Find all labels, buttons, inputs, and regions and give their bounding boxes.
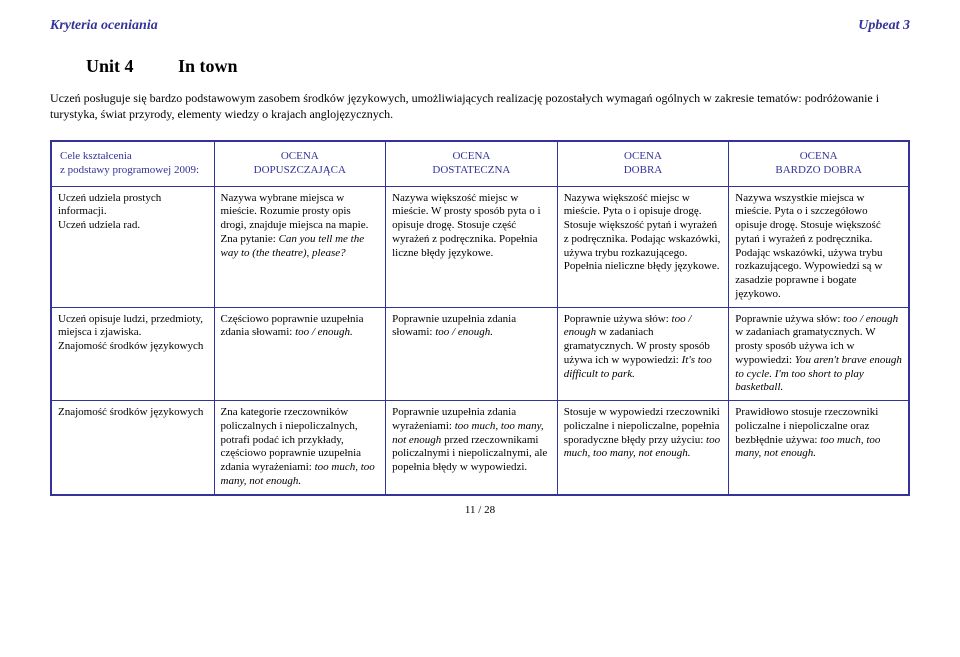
cell-goal: Uczeń opisuje ludzi, przedmioty, miejsca… (51, 307, 214, 401)
criteria-table: Cele kształcenia z podstawy programowej … (50, 140, 910, 496)
col-header-line2: DOBRA (624, 164, 663, 176)
cell-dostateczna: Poprawnie uzupełnia zdania wyrażeniami: … (386, 401, 558, 495)
unit-title: Unit 4 In town (86, 56, 910, 77)
col-header-line2: DOPUSZCZAJĄCA (254, 164, 346, 176)
cell-italic: too / enough (843, 313, 898, 325)
cell-text: Poprawnie używa słów: (564, 313, 672, 325)
cell-dopuszczajaca: Zna kategorie rzeczowników policzalnych … (214, 401, 386, 495)
cell-dostateczna: Poprawnie uzupełnia zdania słowami: too … (386, 307, 558, 401)
col-header-line2: DOSTATECZNA (432, 164, 510, 176)
cell-dopuszczajaca: Częściowo poprawnie uzupełnia zdania sło… (214, 307, 386, 401)
col-header-line1: Cele kształcenia (60, 150, 132, 162)
page-number: 11 / 28 (50, 504, 910, 516)
cell-text: Poprawnie używa słów: (735, 313, 843, 325)
table-row: Znajomość środków językowych Zna kategor… (51, 401, 909, 495)
cell-dobra: Poprawnie używa słów: too / enough w zad… (557, 307, 729, 401)
cell-bardzo-dobra: Nazywa wszystkie miejsca w mieście. Pyta… (729, 186, 909, 307)
page: Kryteria oceniania Upbeat 3 Unit 4 In to… (0, 0, 960, 526)
header-left: Kryteria oceniania (50, 18, 158, 34)
header-right: Upbeat 3 (858, 18, 910, 34)
col-header-line2: z podstawy programowej 2009: (60, 164, 199, 176)
col-header-dopuszczajaca: OCENA DOPUSZCZAJĄCA (214, 141, 386, 186)
col-header-line1: OCENA (624, 150, 662, 162)
cell-dostateczna: Nazywa większość miejsc w mieście. W pro… (386, 186, 558, 307)
cell-italic: too / enough. (295, 326, 353, 338)
cell-goal: Znajomość środków językowych (51, 401, 214, 495)
intro-text: Uczeń posługuje się bardzo podstawowym z… (50, 91, 910, 122)
cell-bardzo-dobra: Poprawnie używa słów: too / enough w zad… (729, 307, 909, 401)
cell-italic: too / enough. (435, 326, 493, 338)
cell-dobra: Nazywa większość miejsc w mieście. Pyta … (557, 186, 729, 307)
col-header-line1: OCENA (452, 150, 490, 162)
table-row: Uczeń udziela prostych informacji.Uczeń … (51, 186, 909, 307)
col-header-goals: Cele kształcenia z podstawy programowej … (51, 141, 214, 186)
col-header-bardzo-dobra: OCENA BARDZO DOBRA (729, 141, 909, 186)
col-header-dostateczna: OCENA DOSTATECZNA (386, 141, 558, 186)
cell-dobra: Stosuje w wypowiedzi rzeczowniki policza… (557, 401, 729, 495)
col-header-line2: BARDZO DOBRA (775, 164, 861, 176)
table-row: Uczeń opisuje ludzi, przedmioty, miejsca… (51, 307, 909, 401)
cell-bardzo-dobra: Prawidłowo stosuje rzeczowniki policzaln… (729, 401, 909, 495)
col-header-line1: OCENA (800, 150, 838, 162)
cell-text: Stosuje w wypowiedzi rzeczowniki policza… (564, 406, 720, 446)
cell-dopuszczajaca: Nazywa wybrane miejsca w mieście. Rozumi… (214, 186, 386, 307)
cell-goal: Uczeń udziela prostych informacji.Uczeń … (51, 186, 214, 307)
col-header-line1: OCENA (281, 150, 319, 162)
col-header-dobra: OCENA DOBRA (557, 141, 729, 186)
table-header-row: Cele kształcenia z podstawy programowej … (51, 141, 909, 186)
page-header: Kryteria oceniania Upbeat 3 (50, 18, 910, 34)
unit-number: Unit 4 (86, 56, 134, 76)
unit-name: In town (178, 56, 238, 76)
